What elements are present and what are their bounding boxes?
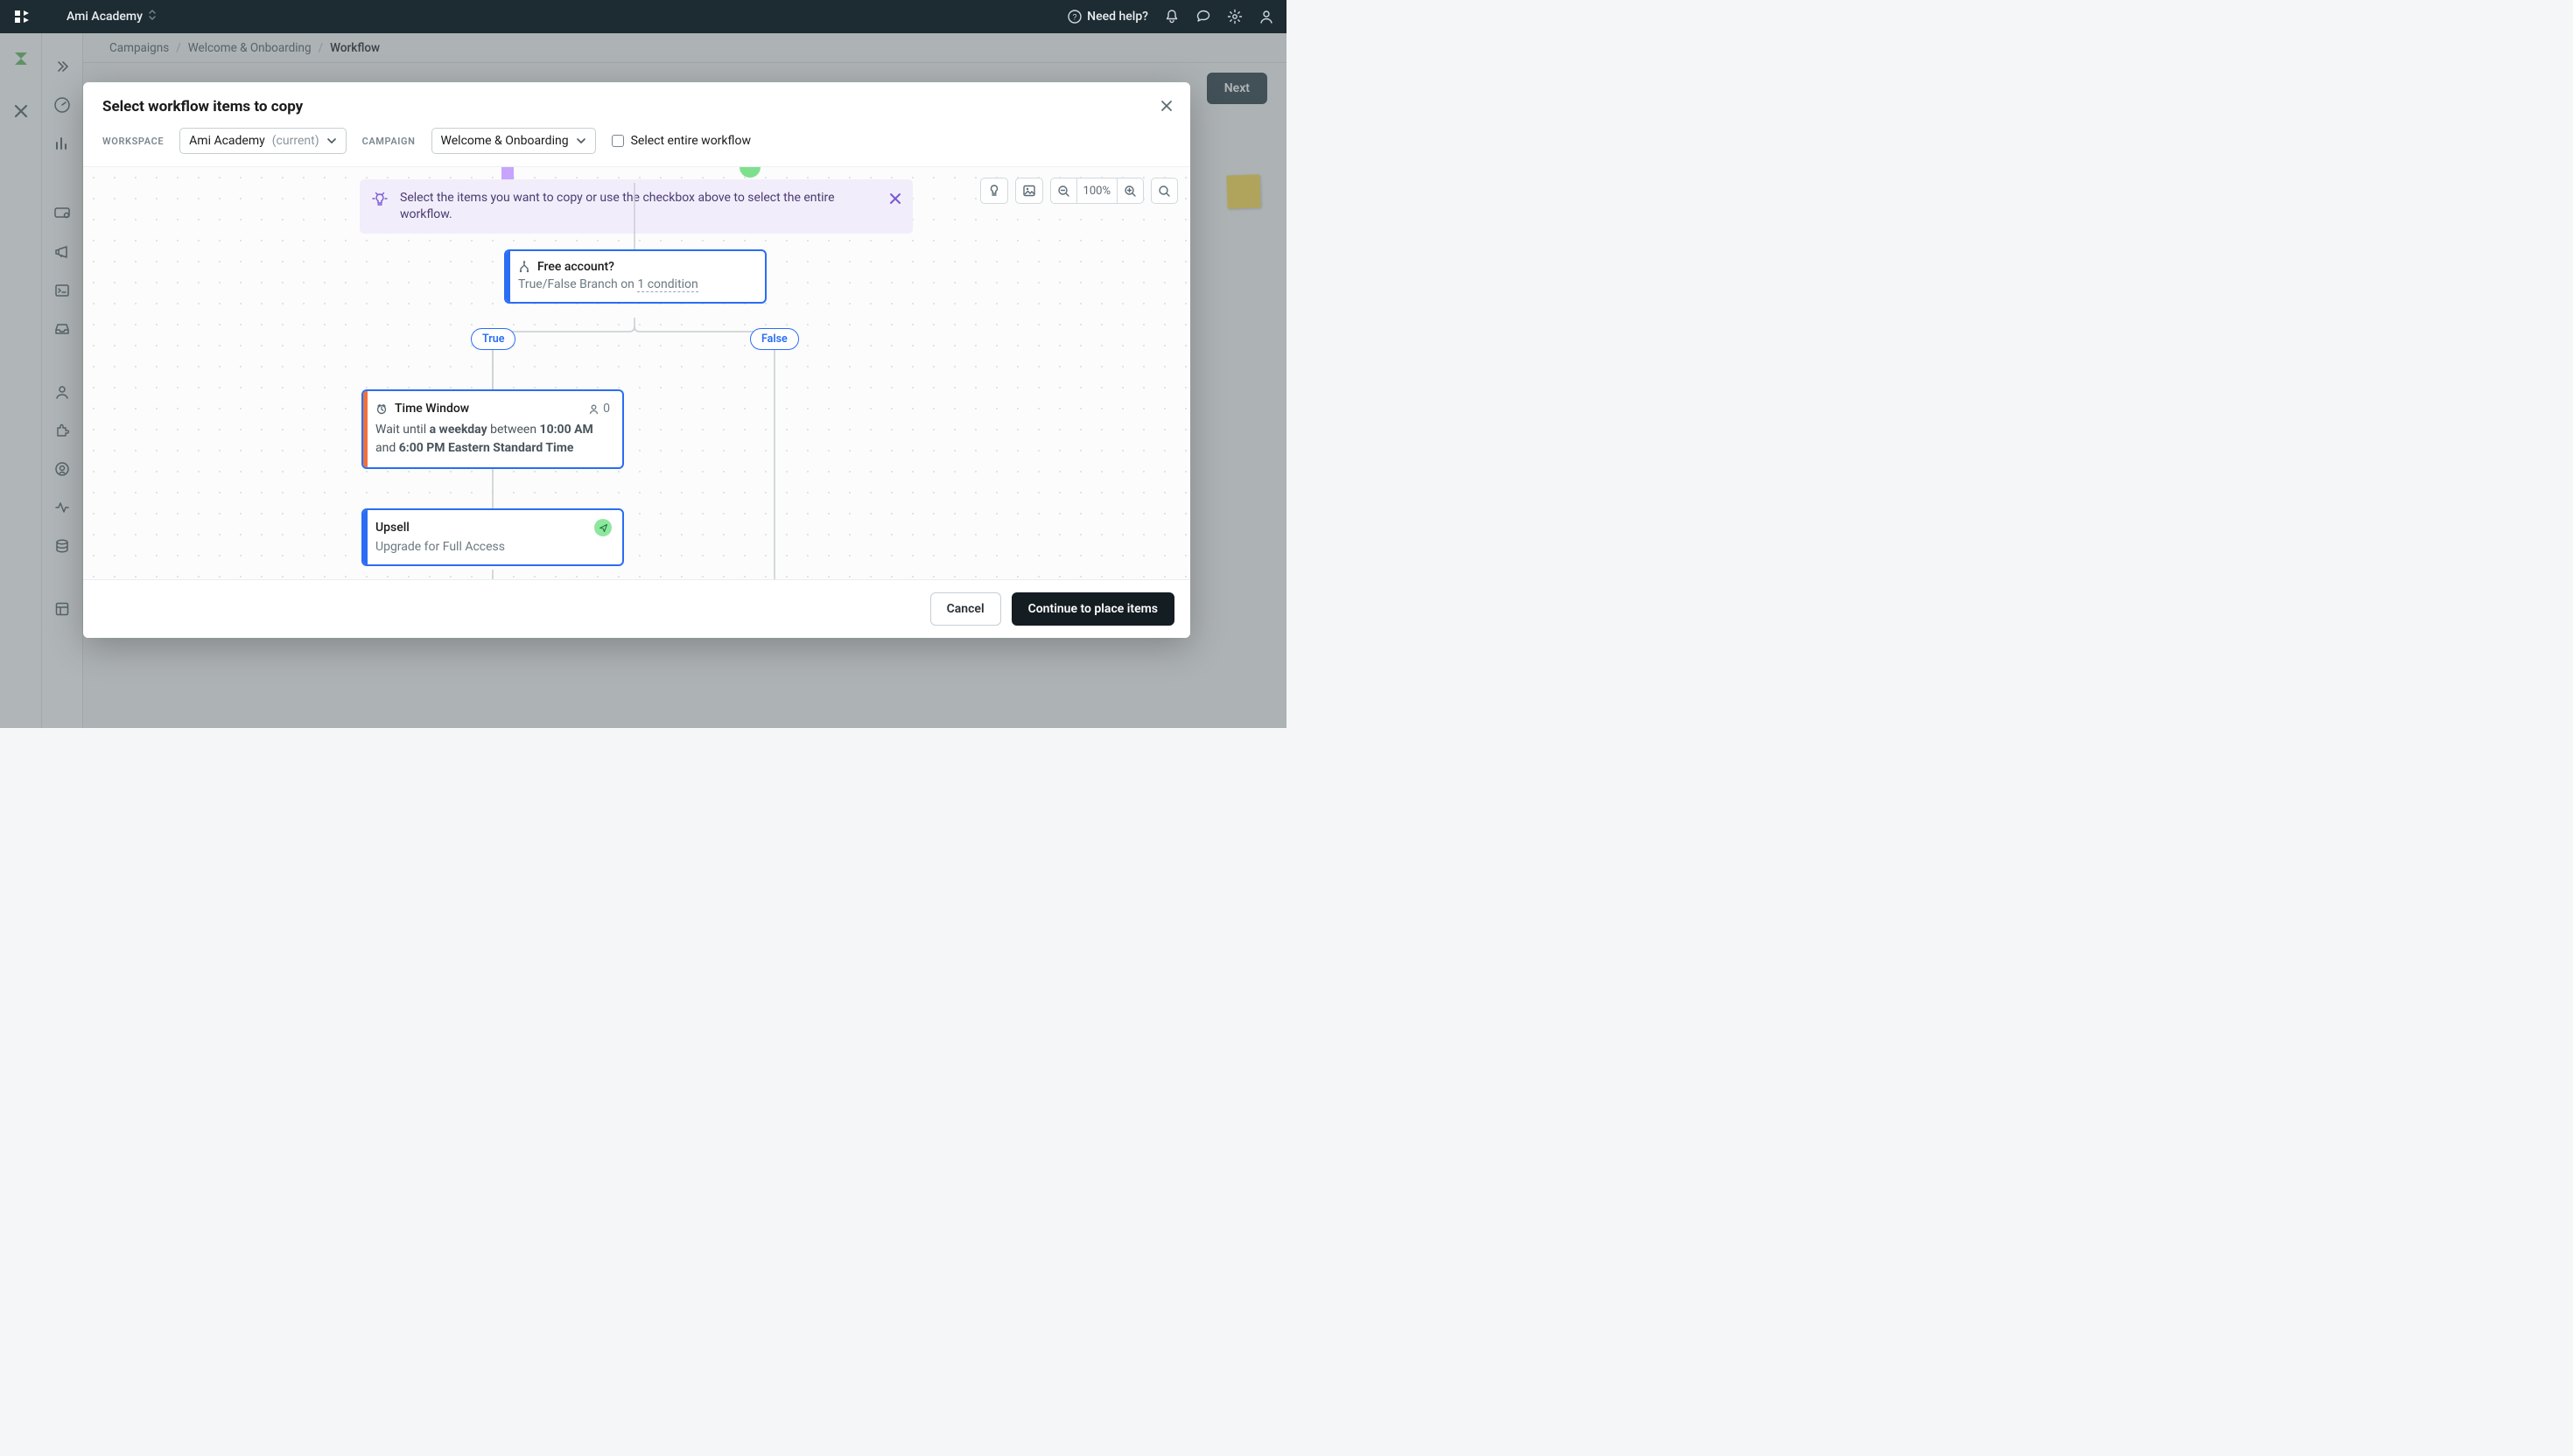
clock-icon	[375, 402, 388, 415]
continue-button[interactable]: Continue to place items	[1012, 592, 1174, 626]
chat-button[interactable]	[1195, 9, 1211, 24]
close-icon	[1159, 98, 1174, 114]
workflow-canvas[interactable]: Select the items you want to copy or use…	[83, 166, 1190, 579]
upsell-node[interactable]: Upsell Upgrade for Full Access	[361, 508, 624, 566]
user-icon	[1258, 9, 1274, 24]
canvas-toolbar: 100%	[980, 178, 1178, 204]
upsell-node-subtitle: Upgrade for Full Access	[363, 540, 622, 564]
notifications-button[interactable]	[1164, 9, 1180, 24]
time-node-description: Wait until a weekday between 10:00 AM an…	[375, 421, 610, 457]
help-label: Need help?	[1087, 10, 1148, 24]
workspace-select-suffix: (current)	[272, 134, 319, 148]
prev-node-badge	[740, 167, 761, 178]
workspace-name: Ami Academy	[67, 10, 143, 24]
branch-node-title: Free account?	[537, 260, 614, 274]
workspace-label: WORKSPACE	[102, 136, 164, 147]
toolbar-search-button[interactable]	[1151, 178, 1178, 204]
topbar-actions: ? Need help?	[1068, 9, 1274, 24]
help-icon: ?	[1068, 10, 1082, 24]
branch-icon	[518, 261, 530, 273]
workspace-switcher[interactable]: Ami Academy	[67, 9, 157, 24]
svg-text:?: ?	[1073, 13, 1077, 22]
branch-false-pill[interactable]: False	[750, 328, 799, 350]
zoom-in-button[interactable]	[1117, 178, 1144, 204]
copy-workflow-modal: Select workflow items to copy WORKSPACE …	[83, 82, 1190, 638]
zoom-group: 100%	[1050, 178, 1144, 204]
select-entire-label: Select entire workflow	[631, 134, 751, 148]
lightbulb-icon	[987, 184, 1001, 198]
branch-condition-link[interactable]: 1 condition	[637, 277, 698, 292]
time-window-node[interactable]: Time Window 0 Wait until a weekday betwe…	[361, 389, 624, 469]
branch-node[interactable]: Free account? True/False Branch on 1 con…	[504, 249, 767, 304]
time-node-title: Time Window	[395, 400, 469, 417]
zoom-level[interactable]: 100%	[1076, 178, 1117, 204]
modal-header: Select workflow items to copy WORKSPACE …	[83, 82, 1190, 166]
lightbulb-icon	[372, 192, 388, 211]
app-logo[interactable]	[12, 7, 32, 26]
zoom-out-icon	[1057, 185, 1070, 198]
close-icon	[888, 192, 902, 206]
settings-button[interactable]	[1227, 9, 1243, 24]
chat-icon	[1195, 9, 1211, 24]
bell-icon	[1164, 9, 1180, 24]
send-status-chip	[594, 519, 612, 536]
branch-node-subtitle: True/False Branch on 1 condition	[506, 277, 765, 302]
account-button[interactable]	[1258, 9, 1274, 24]
checkbox-icon	[612, 135, 624, 147]
modal-close-button[interactable]	[1159, 98, 1174, 117]
zoom-out-button[interactable]	[1050, 178, 1076, 204]
workspace-select-value: Ami Academy	[189, 134, 265, 148]
campaign-label: CAMPAIGN	[362, 136, 416, 147]
upsell-node-title: Upsell	[375, 521, 410, 535]
help-button[interactable]: ? Need help?	[1068, 10, 1148, 24]
time-node-count: 0	[588, 400, 610, 417]
branch-true-pill[interactable]: True	[471, 328, 515, 350]
gear-icon	[1227, 9, 1243, 24]
chevron-updown-icon	[148, 9, 157, 24]
modal-footer: Cancel Continue to place items	[83, 579, 1190, 638]
search-icon	[1158, 185, 1171, 198]
select-entire-checkbox[interactable]: Select entire workflow	[612, 134, 751, 148]
campaign-select-value: Welcome & Onboarding	[441, 134, 569, 148]
toolbar-ideas-button[interactable]	[980, 178, 1008, 204]
workspace-select[interactable]: Ami Academy (current)	[179, 128, 346, 154]
chevron-down-icon	[576, 136, 586, 146]
send-icon	[599, 523, 608, 533]
campaign-select[interactable]: Welcome & Onboarding	[431, 128, 596, 154]
cancel-button[interactable]: Cancel	[930, 592, 1001, 626]
user-icon	[588, 403, 599, 415]
toolbar-image-button[interactable]	[1015, 178, 1043, 204]
hint-dismiss-button[interactable]	[888, 192, 902, 209]
image-icon	[1022, 184, 1036, 198]
chevron-down-icon	[326, 136, 337, 146]
hint-banner: Select the items you want to copy or use…	[360, 179, 913, 234]
hint-text: Select the items you want to copy or use…	[400, 190, 874, 223]
zoom-in-icon	[1124, 185, 1137, 198]
modal-title: Select workflow items to copy	[102, 98, 1171, 116]
topbar: Ami Academy ? Need help?	[0, 0, 1286, 33]
